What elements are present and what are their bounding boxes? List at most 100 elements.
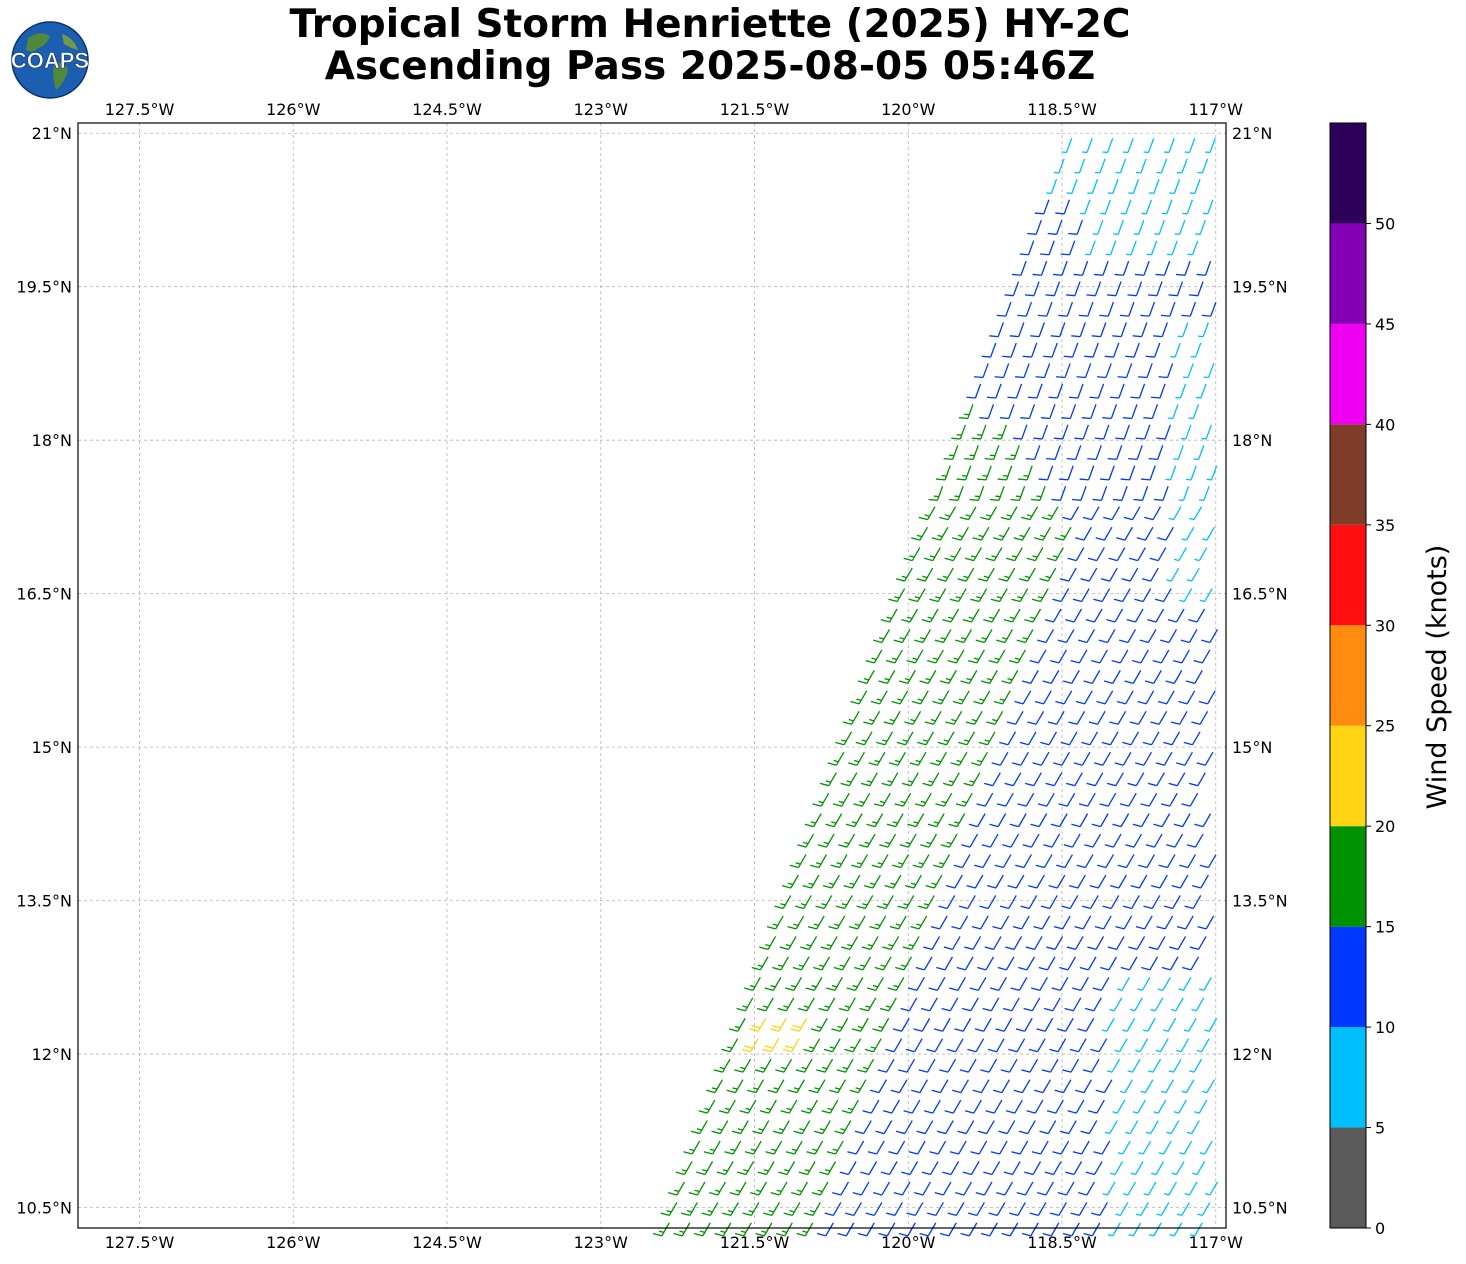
- wind-barb-feather: [943, 946, 953, 951]
- wind-barb-staff: [778, 1017, 787, 1032]
- wind-barb-staff: [982, 363, 989, 378]
- wind-barb-feather: [796, 1232, 806, 1237]
- wind-barb-staff: [1076, 710, 1086, 725]
- wind-barb-feather: [979, 417, 989, 420]
- wind-barb-half-feather: [847, 1107, 853, 1111]
- wind-barb-feather: [759, 946, 769, 951]
- wind-barb-staff: [1141, 485, 1149, 501]
- wind-barb-half-feather: [796, 1189, 803, 1193]
- wind-barb-feather: [1066, 946, 1076, 951]
- wind-barb-feather: [884, 885, 894, 889]
- wind-barb-staff: [1100, 485, 1108, 501]
- wind-barb-feather: [789, 864, 799, 869]
- wind-barb-half-feather: [856, 698, 862, 702]
- wind-barb-staff: [825, 1222, 834, 1237]
- wind-barb-feather: [951, 437, 961, 440]
- wind-barb-feather: [1056, 864, 1066, 869]
- wind-barb-feather: [1188, 782, 1198, 787]
- wind-barb-feather: [927, 659, 937, 664]
- wind-barb-staff: [913, 874, 922, 889]
- wind-barb-staff: [1052, 1161, 1062, 1175]
- wind-barb-staff: [1090, 404, 1097, 419]
- wind-barb-half-feather: [689, 1148, 695, 1152]
- wind-barb-half-feather: [917, 698, 923, 702]
- wind-barb-half-feather: [666, 1210, 672, 1213]
- wind-barb-feather: [952, 1089, 962, 1094]
- wind-barb-half-feather: [783, 1005, 789, 1008]
- wind-barb-feather: [1134, 598, 1144, 603]
- wind-barb-half-feather: [806, 944, 812, 947]
- wind-barb-feather: [1070, 659, 1080, 664]
- colorbar-bin: [1330, 524, 1366, 626]
- wind-barb-staff: [936, 977, 946, 991]
- wind-barb-staff: [1147, 138, 1155, 153]
- wind-barb-feather: [1075, 1089, 1085, 1094]
- wind-barb-feather: [1071, 498, 1082, 501]
- wind-barb-feather: [968, 1212, 978, 1217]
- wind-barb-feather: [1116, 700, 1126, 705]
- wind-barb-feather: [1055, 700, 1065, 705]
- wind-barb-staff: [1178, 1099, 1187, 1114]
- wind-barb-staff: [1027, 1120, 1036, 1134]
- wind-barb-feather: [1061, 905, 1071, 910]
- wind-barb-feather: [1065, 1171, 1075, 1176]
- wind-barb-staff: [1210, 301, 1217, 317]
- wind-barb-staff: [1197, 281, 1204, 296]
- wind-barb-staff: [1164, 424, 1171, 440]
- wind-barb-feather: [928, 498, 938, 501]
- wind-barb-staff: [870, 936, 879, 950]
- wind-barb-feather: [952, 537, 962, 541]
- wind-barb-half-feather: [867, 944, 873, 947]
- wind-barb-feather: [843, 885, 853, 889]
- wind-barb-staff: [1062, 915, 1071, 930]
- wind-barb-feather: [1132, 659, 1142, 664]
- wind-barb-staff: [1199, 710, 1209, 725]
- wind-barb-feather: [1073, 762, 1083, 766]
- wind-barb-staff: [1119, 1038, 1128, 1053]
- wind-barb-staff: [1014, 1099, 1023, 1114]
- wind-barb-half-feather: [714, 1189, 721, 1193]
- wind-barb-feather: [923, 1110, 933, 1114]
- wind-barb-half-feather: [932, 657, 939, 661]
- wind-barb-staff: [958, 1140, 967, 1155]
- wind-barb-staff: [1087, 465, 1095, 481]
- wind-barb-staff: [689, 1202, 698, 1216]
- wind-barb-feather: [1014, 700, 1024, 705]
- wind-barb-staff: [719, 1120, 729, 1134]
- wind-barb-staff: [1154, 997, 1164, 1012]
- wind-barb-feather: [961, 844, 971, 848]
- wind-barb-staff: [1002, 690, 1011, 705]
- wind-barb-feather: [721, 1048, 731, 1053]
- wind-barb-feather: [873, 639, 883, 644]
- wind-barb-staff: [1160, 1038, 1169, 1053]
- wind-barb-staff: [1122, 751, 1132, 766]
- wind-barb-staff: [995, 874, 1004, 889]
- wind-barb-feather: [698, 1110, 708, 1114]
- wind-barb-half-feather: [922, 575, 928, 579]
- wind-barb-half-feather: [686, 1210, 693, 1213]
- wind-barb-staff: [1183, 1140, 1193, 1155]
- wind-barb-staff: [1161, 813, 1171, 827]
- wind-barb-half-feather: [885, 1005, 891, 1008]
- wind-barb-half-feather: [1014, 657, 1021, 661]
- wind-barb-feather: [1143, 417, 1153, 420]
- wind-barb-staff: [867, 997, 877, 1012]
- wind-barb-half-feather: [1102, 1193, 1108, 1196]
- wind-barb-feather: [955, 803, 965, 807]
- wind-barb-feather: [1100, 578, 1110, 582]
- wind-barb-staff: [1079, 322, 1086, 337]
- wind-barb-feather: [1048, 396, 1058, 399]
- wind-barb-feather: [1046, 557, 1056, 562]
- wind-barb-feather: [822, 885, 833, 889]
- wind-barb-feather: [997, 966, 1007, 971]
- wind-barb-staff: [820, 792, 830, 807]
- wind-barb-feather: [848, 925, 858, 930]
- wind-barb-staff: [1140, 158, 1147, 174]
- wind-barb-half-feather: [890, 882, 896, 886]
- wind-barb-staff: [839, 1017, 849, 1032]
- wind-barb-half-feather: [808, 882, 814, 886]
- wind-barb-feather: [1058, 803, 1068, 807]
- wind-barb-staff: [752, 977, 761, 991]
- wind-barb-staff: [1135, 281, 1143, 296]
- colorbar-bin: [1330, 424, 1366, 525]
